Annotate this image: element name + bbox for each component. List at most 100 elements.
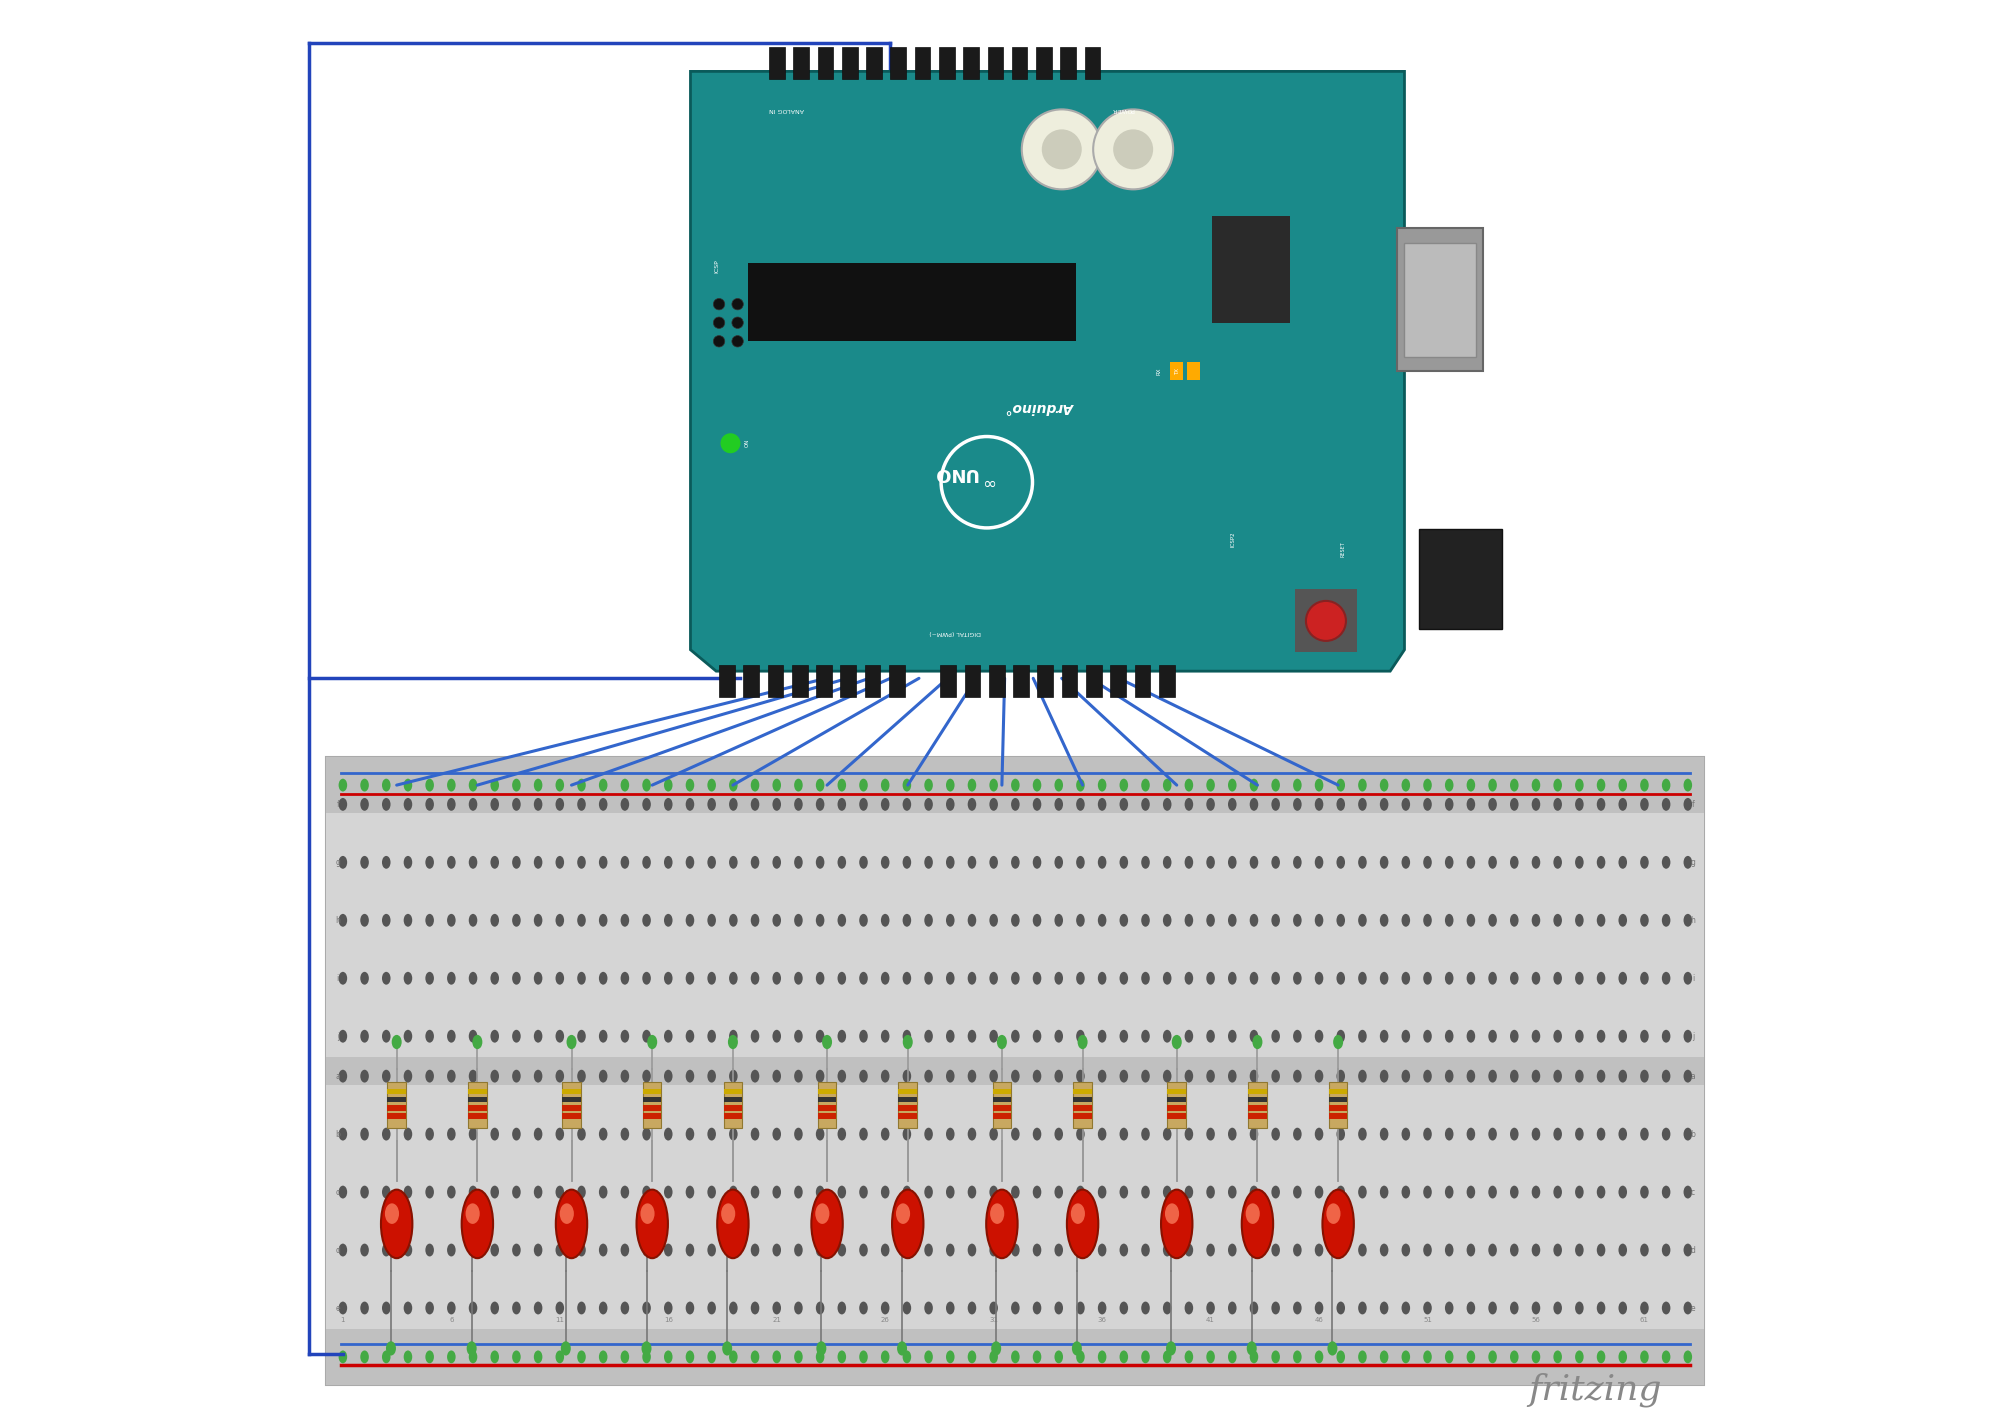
Ellipse shape	[1532, 1351, 1540, 1364]
Ellipse shape	[577, 1351, 587, 1364]
Ellipse shape	[598, 1301, 606, 1314]
Ellipse shape	[403, 1301, 413, 1314]
Text: 31: 31	[990, 1317, 998, 1322]
Ellipse shape	[902, 1244, 912, 1257]
Ellipse shape	[1229, 1030, 1237, 1042]
Bar	[1073, 1114, 1091, 1120]
Bar	[1061, 665, 1077, 697]
Ellipse shape	[1402, 1244, 1410, 1257]
Ellipse shape	[1684, 1301, 1692, 1314]
Ellipse shape	[1185, 1030, 1193, 1042]
Ellipse shape	[1163, 1244, 1171, 1257]
Ellipse shape	[902, 1351, 912, 1364]
Bar	[818, 1114, 836, 1120]
Text: ∞: ∞	[980, 473, 994, 491]
Ellipse shape	[1554, 1301, 1562, 1314]
Ellipse shape	[1444, 1301, 1454, 1314]
Ellipse shape	[990, 1351, 998, 1364]
Ellipse shape	[491, 972, 499, 985]
Ellipse shape	[1119, 1351, 1127, 1364]
Ellipse shape	[750, 1301, 760, 1314]
Ellipse shape	[990, 1030, 998, 1042]
Ellipse shape	[664, 1128, 672, 1141]
Circle shape	[1307, 601, 1347, 641]
Ellipse shape	[1033, 1030, 1041, 1042]
Ellipse shape	[968, 1244, 976, 1257]
Ellipse shape	[447, 914, 455, 927]
Ellipse shape	[642, 1301, 650, 1314]
Ellipse shape	[1249, 972, 1259, 985]
Text: POWER: POWER	[1111, 107, 1133, 113]
Ellipse shape	[1576, 1185, 1584, 1198]
Bar	[840, 665, 856, 697]
Ellipse shape	[686, 1351, 694, 1364]
Ellipse shape	[1207, 1030, 1215, 1042]
Ellipse shape	[403, 1030, 413, 1042]
Ellipse shape	[1249, 1185, 1259, 1198]
Ellipse shape	[467, 1341, 477, 1355]
Ellipse shape	[686, 1301, 694, 1314]
Ellipse shape	[1249, 1128, 1259, 1141]
Ellipse shape	[1618, 1128, 1628, 1141]
Ellipse shape	[946, 1351, 954, 1364]
Ellipse shape	[1315, 1128, 1323, 1141]
Ellipse shape	[838, 1185, 846, 1198]
Ellipse shape	[896, 1204, 910, 1224]
Ellipse shape	[1055, 855, 1063, 868]
Ellipse shape	[1011, 1128, 1019, 1141]
Text: a: a	[335, 1071, 339, 1081]
Ellipse shape	[1271, 1128, 1281, 1141]
Ellipse shape	[620, 1185, 628, 1198]
Ellipse shape	[1359, 1128, 1367, 1141]
Ellipse shape	[772, 1244, 780, 1257]
Ellipse shape	[1359, 778, 1367, 791]
Ellipse shape	[403, 798, 413, 811]
Ellipse shape	[1596, 1070, 1606, 1082]
Text: ICSP2: ICSP2	[1231, 531, 1235, 547]
Ellipse shape	[728, 1128, 738, 1141]
Bar	[469, 1082, 487, 1128]
Ellipse shape	[381, 1351, 391, 1364]
Ellipse shape	[1618, 972, 1628, 985]
Bar	[1037, 665, 1053, 697]
Ellipse shape	[882, 778, 890, 791]
Ellipse shape	[1229, 1070, 1237, 1082]
Text: 36: 36	[1097, 1317, 1107, 1322]
Ellipse shape	[1510, 1185, 1518, 1198]
Bar	[818, 1082, 836, 1128]
Bar	[818, 1097, 836, 1102]
Ellipse shape	[794, 778, 802, 791]
Ellipse shape	[403, 914, 413, 927]
Ellipse shape	[339, 855, 347, 868]
Bar	[1167, 1105, 1185, 1111]
Ellipse shape	[772, 914, 780, 927]
Ellipse shape	[1075, 1128, 1085, 1141]
Ellipse shape	[1249, 798, 1259, 811]
Ellipse shape	[491, 778, 499, 791]
Ellipse shape	[1640, 1185, 1648, 1198]
Ellipse shape	[1327, 1204, 1341, 1224]
Ellipse shape	[728, 972, 738, 985]
Ellipse shape	[1323, 1190, 1355, 1258]
Bar	[1167, 1088, 1185, 1094]
Ellipse shape	[946, 1030, 954, 1042]
Ellipse shape	[1337, 1128, 1345, 1141]
Ellipse shape	[1576, 1244, 1584, 1257]
Ellipse shape	[1444, 778, 1454, 791]
Ellipse shape	[598, 1128, 606, 1141]
Text: 51: 51	[1422, 1317, 1432, 1322]
Ellipse shape	[620, 1351, 628, 1364]
Ellipse shape	[1337, 1185, 1345, 1198]
Text: h: h	[335, 915, 341, 925]
Bar	[563, 1082, 581, 1128]
Ellipse shape	[535, 972, 543, 985]
Ellipse shape	[708, 1301, 716, 1314]
Ellipse shape	[535, 778, 543, 791]
Ellipse shape	[577, 798, 587, 811]
Ellipse shape	[1444, 855, 1454, 868]
Ellipse shape	[1337, 1030, 1345, 1042]
Ellipse shape	[513, 972, 521, 985]
Ellipse shape	[425, 972, 435, 985]
Ellipse shape	[882, 1128, 890, 1141]
Ellipse shape	[728, 778, 738, 791]
